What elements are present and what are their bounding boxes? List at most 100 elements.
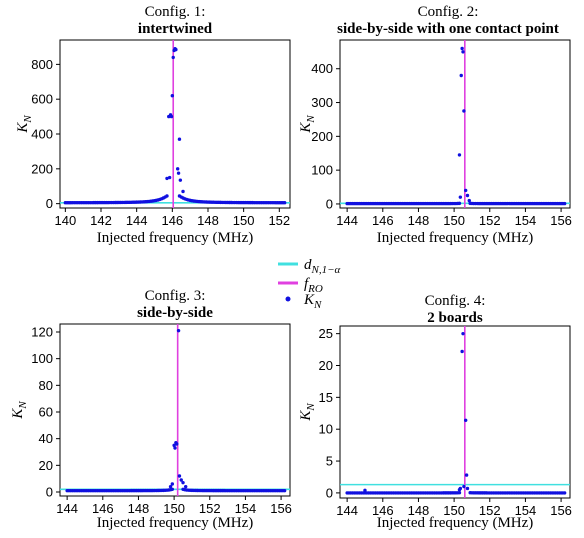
y-tick-label: 400 — [31, 127, 53, 142]
panel-4-plot-frame — [339, 325, 571, 499]
panel-3-xlabel: Injected frequency (MHz) — [97, 515, 254, 531]
kn-point — [463, 188, 468, 193]
y-tick-label: 0 — [46, 196, 53, 211]
kn-point — [462, 109, 466, 113]
kn-point — [562, 201, 567, 206]
kn-point — [461, 331, 465, 336]
y-tick-label: 25 — [319, 326, 333, 341]
panel-2-ylabel-sub: N — [305, 115, 317, 124]
y-tick-label: 80 — [39, 378, 53, 393]
kn-point — [170, 482, 175, 486]
panel-3-plot-frame — [59, 323, 291, 497]
x-tick-label: 146 — [92, 501, 114, 516]
panel-1-title-line1: Config. 1: — [145, 4, 206, 20]
x-tick-label: 146 — [372, 213, 394, 228]
panel-1-title-line2: intertwined — [138, 21, 213, 37]
legend-kn-label: KN — [303, 292, 322, 311]
panel-3-ylabel-sub: N — [17, 401, 29, 410]
x-tick-label: 146 — [161, 213, 183, 228]
y-tick-label: 20 — [319, 358, 333, 373]
x-tick-label: 152 — [199, 501, 221, 516]
y-tick-label: 40 — [39, 431, 53, 446]
kn-point — [167, 175, 172, 180]
y-tick-label: 20 — [39, 458, 53, 473]
x-tick-label: 156 — [270, 501, 292, 516]
x-tick-label: 144 — [336, 503, 358, 518]
kn-point — [170, 487, 175, 492]
x-tick-label: 144 — [126, 213, 148, 228]
panel-2-marks: 144 146 148 150 152 154 156 0 100 200 300 400 — [311, 40, 572, 228]
y-tick-label: 5 — [326, 454, 333, 469]
x-tick-label: 148 — [408, 213, 430, 228]
panel-config-3: Config. 3: side-by-side 144 146 148 150 152 1… — [10, 288, 292, 531]
x-tick-label: 156 — [550, 503, 572, 518]
panel-4-title-line2: 2 boards — [427, 310, 483, 326]
kn-point — [176, 328, 181, 333]
panel-4-ylabel: KN — [298, 403, 317, 422]
kn-point — [178, 178, 183, 182]
y-tick-label: 200 — [311, 129, 333, 144]
y-tick-label: 300 — [311, 95, 333, 110]
kn-point — [173, 446, 177, 450]
panel-4-ylabel-main: K — [298, 410, 314, 422]
legend-threshold-label: dN,1−α — [304, 257, 341, 276]
x-tick-label: 152 — [479, 503, 501, 518]
panel-1-plot-frame — [59, 39, 291, 209]
panel-1-marks: 140 142 144 146 148 150 152 0 200 400 600 800 — [31, 40, 290, 228]
y-tick-label: 600 — [31, 92, 53, 107]
panel-4-xlabel: Injected frequency (MHz) — [377, 515, 534, 531]
panel-2-title-line2: side-by-side with one contact point — [337, 21, 559, 37]
y-tick-label: 120 — [31, 325, 53, 340]
kn-point — [463, 418, 468, 422]
kn-point — [176, 171, 181, 175]
x-tick-label: 148 — [197, 213, 219, 228]
x-tick-label: 140 — [54, 213, 76, 228]
y-tick-label: 15 — [319, 390, 333, 405]
x-tick-label: 154 — [515, 503, 537, 518]
x-tick-label: 154 — [515, 213, 537, 228]
kn-point — [175, 442, 179, 446]
panel-1-ylabel: KN — [15, 115, 34, 134]
panel-2-ylabel-main: K — [298, 122, 314, 134]
panel-2-title-line1: Config. 2: — [418, 4, 479, 20]
kn-point — [460, 349, 464, 354]
x-tick-label: 152 — [479, 213, 501, 228]
y-tick-label: 100 — [31, 351, 53, 366]
x-tick-label: 146 — [372, 503, 394, 518]
kn-point — [462, 484, 466, 489]
kn-point — [465, 193, 470, 198]
panel-2-plot-frame — [339, 39, 571, 209]
y-tick-label: 0 — [326, 196, 333, 211]
panel-1-xlabel: Injected frequency (MHz) — [97, 230, 254, 246]
kn-point — [170, 94, 175, 98]
panel-4-title-line1: Config. 4: — [425, 293, 486, 309]
panel-config-4: Config. 4: 2 boards 144 146 148 150 152 154 15… — [298, 293, 572, 531]
kn-point — [175, 167, 180, 171]
y-tick-label: 0 — [326, 485, 333, 500]
kn-point — [177, 474, 182, 478]
y-tick-label: 10 — [319, 422, 333, 437]
kn-point — [464, 473, 469, 477]
panel-2-xlabel: Injected frequency (MHz) — [377, 230, 534, 246]
x-tick-label: 156 — [550, 213, 572, 228]
kn-point — [562, 491, 567, 495]
x-tick-label: 142 — [90, 213, 112, 228]
kn-point — [165, 176, 169, 181]
kn-point — [457, 153, 462, 157]
y-tick-label: 200 — [31, 161, 53, 176]
x-tick-label: 144 — [56, 501, 78, 516]
kn-point — [169, 114, 174, 119]
kn-point — [457, 488, 462, 492]
x-tick-label: 150 — [443, 503, 465, 518]
y-tick-label: 60 — [39, 405, 53, 420]
panel-3-title-line2: side-by-side — [137, 305, 213, 321]
kn-point — [282, 201, 287, 205]
panel-4-ylabel-sub: N — [305, 403, 317, 412]
kn-point — [171, 55, 175, 60]
x-tick-label: 150 — [443, 213, 465, 228]
kn-point — [168, 484, 173, 489]
panel-3-ylabel-main: K — [10, 408, 26, 420]
panel-1-ylabel-main: K — [15, 122, 31, 134]
panel-4-marks: 144 146 148 150 152 154 156 0 5 10 15 20 25 — [319, 326, 572, 518]
